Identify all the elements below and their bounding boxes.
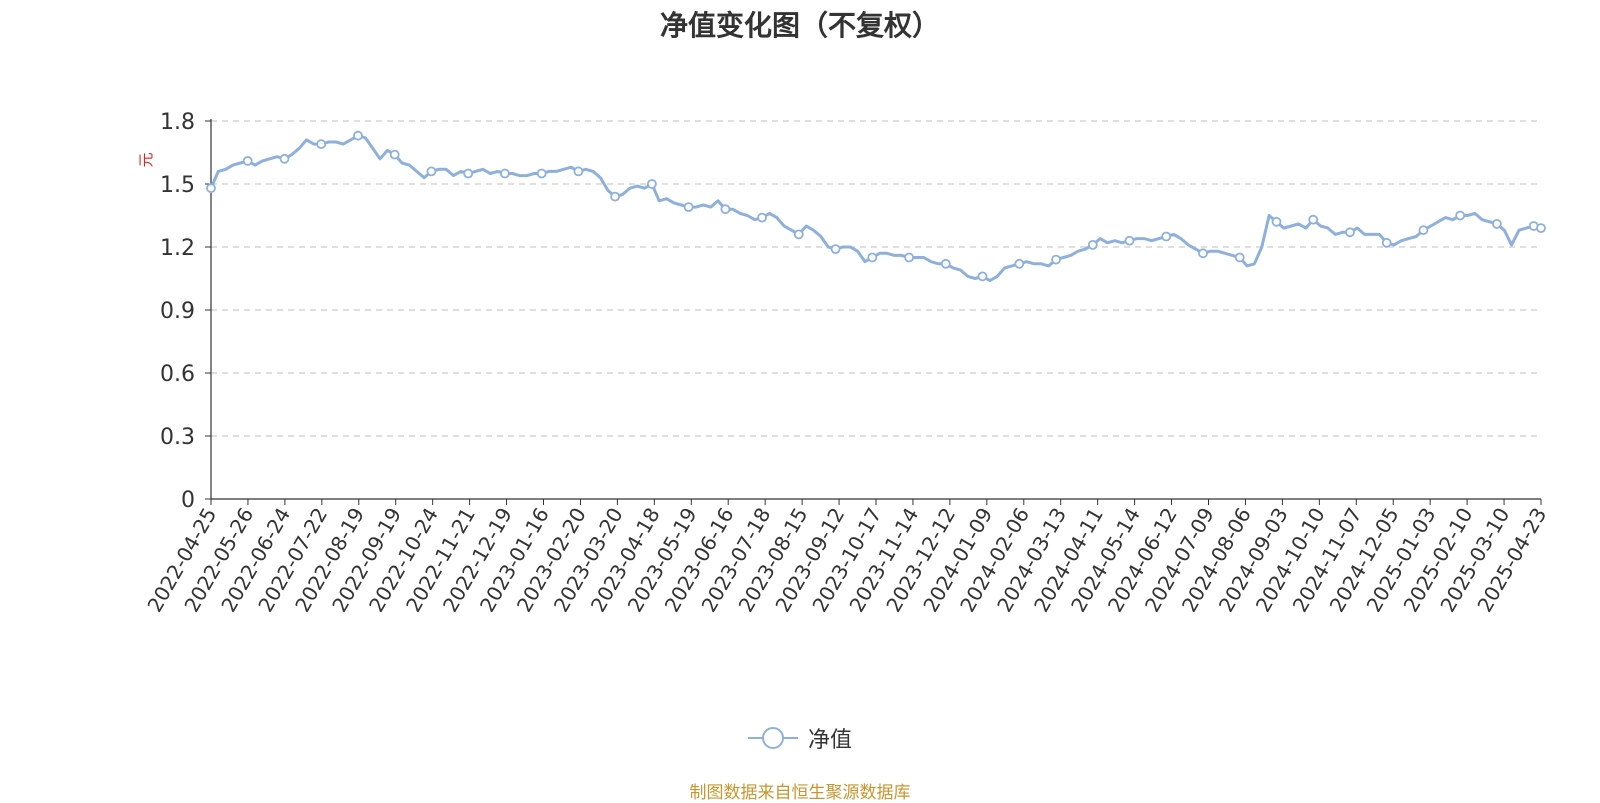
data-point[interactable]: [353, 130, 363, 141]
legend-label: 净值: [807, 728, 852, 753]
data-point[interactable]: [1271, 216, 1282, 227]
y-tick-label: 1.5: [160, 173, 195, 198]
y-tick-label: 0.6: [160, 362, 195, 387]
data-point[interactable]: [389, 149, 400, 160]
chart-title: 净值变化图（不复权）: [659, 9, 940, 42]
legend-line-circle-icon: [747, 727, 798, 749]
y-axis-label: 元: [137, 152, 155, 167]
data-point[interactable]: [316, 139, 327, 150]
data-point[interactable]: [536, 168, 547, 179]
data-point[interactable]: [1418, 225, 1429, 236]
grid-lines: [211, 120, 1541, 437]
data-point[interactable]: [647, 179, 657, 189]
data-point[interactable]: [1087, 239, 1098, 250]
data-point[interactable]: [242, 155, 253, 166]
data-point[interactable]: [1051, 254, 1061, 265]
data-point[interactable]: [830, 244, 841, 255]
y-tick-label: 0.9: [160, 299, 195, 324]
series-layer: [206, 130, 1546, 283]
data-source-note: 制图数据来自恒生聚源数据库: [689, 783, 911, 803]
data-point[interactable]: [1198, 248, 1208, 259]
data-point[interactable]: [757, 212, 767, 223]
data-point[interactable]: [940, 258, 951, 269]
data-point[interactable]: [206, 183, 216, 194]
data-point[interactable]: [867, 252, 878, 263]
data-point[interactable]: [426, 166, 437, 177]
data-point[interactable]: [573, 166, 584, 177]
data-point[interactable]: [1492, 218, 1502, 229]
data-point[interactable]: [279, 153, 290, 164]
y-tick-label: 0: [181, 488, 195, 513]
data-point[interactable]: [683, 202, 694, 213]
data-point[interactable]: [904, 252, 914, 263]
data-point[interactable]: [1345, 227, 1355, 238]
y-tick-label: 0.3: [160, 425, 195, 450]
data-point[interactable]: [1381, 237, 1392, 248]
data-point[interactable]: [1234, 252, 1245, 263]
y-tick-label: 1.8: [160, 110, 195, 135]
data-point[interactable]: [1014, 258, 1025, 269]
data-point[interactable]: [1308, 214, 1319, 225]
data-point[interactable]: [1455, 210, 1466, 221]
data-point[interactable]: [499, 168, 510, 179]
data-point[interactable]: [1536, 223, 1546, 234]
axes: 00.30.60.91.21.51.82022-04-252022-05-262…: [142, 110, 1551, 616]
data-point[interactable]: [720, 204, 731, 215]
data-point[interactable]: [463, 168, 474, 179]
data-point[interactable]: [610, 191, 620, 202]
legend[interactable]: 净值: [0, 722, 1600, 754]
data-point[interactable]: [1161, 231, 1172, 242]
y-tick-label: 1.2: [160, 236, 195, 261]
data-point[interactable]: [793, 229, 804, 240]
data-point[interactable]: [1124, 235, 1135, 246]
data-point[interactable]: [977, 271, 988, 282]
